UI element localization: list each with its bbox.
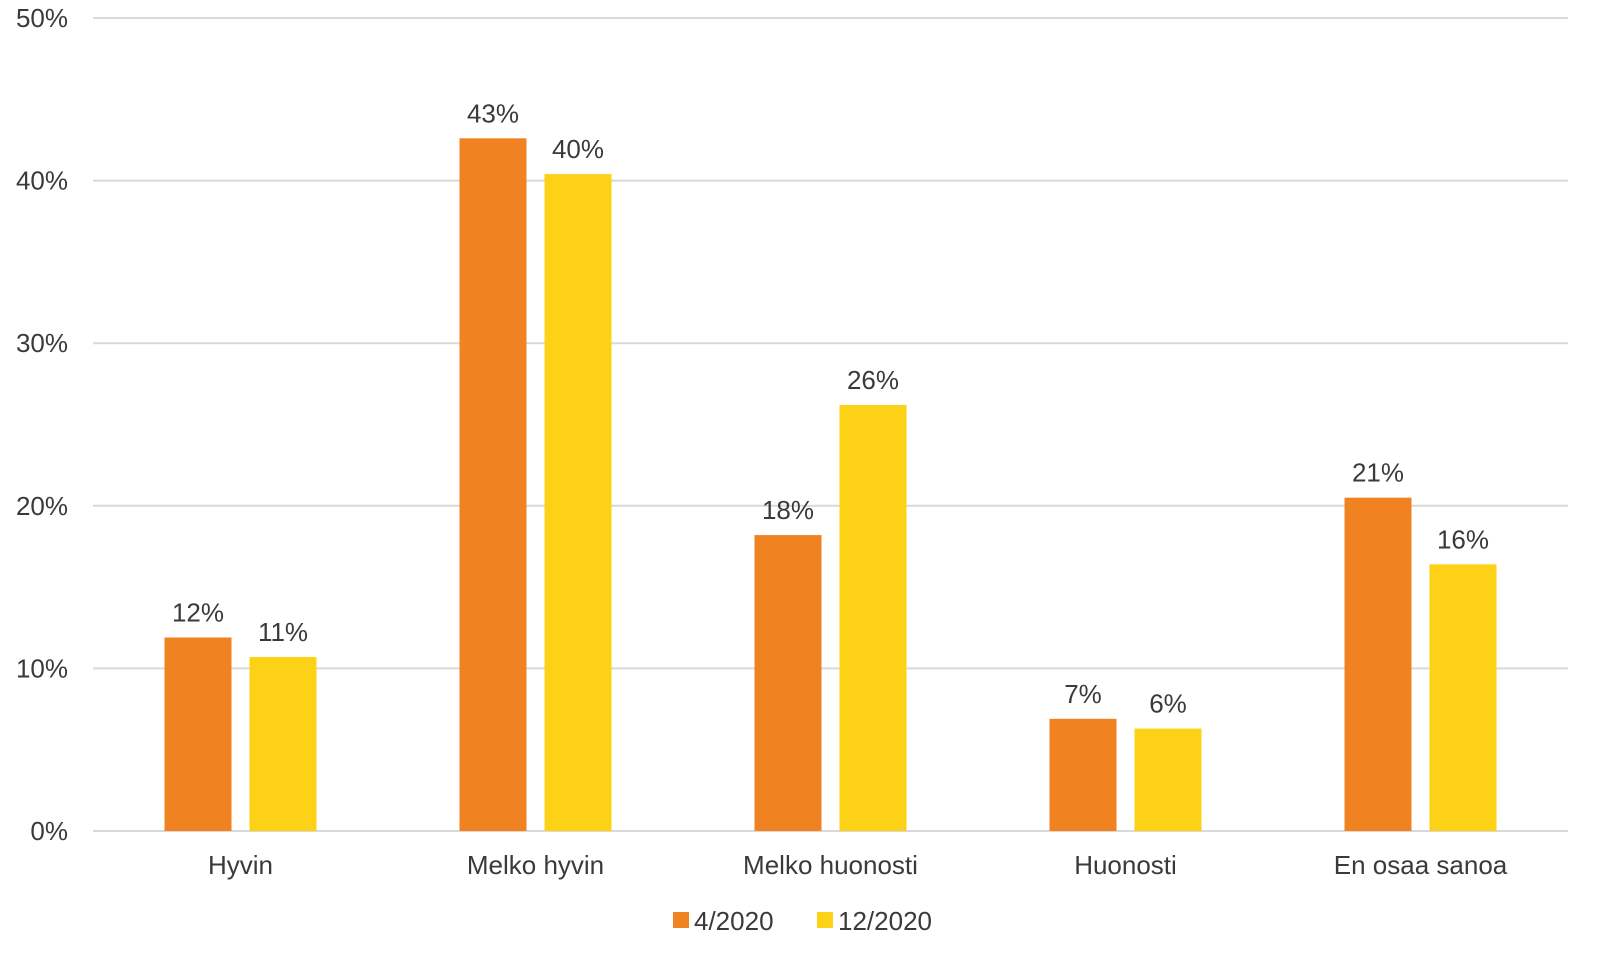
legend: 4/2020 12/2020 — [673, 906, 932, 936]
y-tick-label: 50% — [16, 3, 68, 33]
legend-swatch — [817, 912, 833, 928]
category-label: Huonosti — [1074, 850, 1177, 880]
data-label: 43% — [467, 98, 519, 128]
data-label: 16% — [1437, 524, 1489, 554]
y-tick-label: 0% — [30, 816, 68, 846]
legend-label: 12/2020 — [838, 906, 932, 936]
data-label: 6% — [1149, 689, 1187, 719]
y-tick-label: 10% — [16, 653, 68, 683]
y-tick-label: 40% — [16, 166, 68, 196]
data-label: 11% — [258, 617, 308, 647]
legend-swatch — [673, 912, 689, 928]
bar — [249, 657, 317, 831]
category-label: Melko huonosti — [743, 850, 918, 880]
data-labels: 12% 11% 43% 40% 18% 26% 7% 6% 21% 16% — [172, 98, 1489, 718]
x-axis-categories: Hyvin Melko hyvin Melko huonosti Huonosti En… — [208, 850, 1508, 880]
bar — [1344, 497, 1412, 831]
bar — [1429, 564, 1497, 831]
gridlines — [93, 17, 1568, 832]
category-label: Hyvin — [208, 850, 273, 880]
data-label: 18% — [762, 495, 814, 525]
data-label: 40% — [552, 134, 604, 164]
category-label: Melko hyvin — [467, 850, 604, 880]
y-axis-ticks: 0% 10% 20% 30% 40% 50% — [16, 3, 68, 846]
bar — [1049, 718, 1117, 831]
y-tick-label: 20% — [16, 491, 68, 521]
bar — [1134, 728, 1202, 831]
data-label: 21% — [1352, 458, 1404, 488]
bar — [544, 174, 612, 831]
data-label: 7% — [1064, 679, 1102, 709]
data-label: 12% — [172, 598, 224, 628]
bars — [164, 138, 1497, 832]
bar — [754, 535, 822, 831]
bar — [459, 138, 527, 832]
legend-label: 4/2020 — [694, 906, 774, 936]
bar — [839, 404, 907, 831]
bar — [164, 637, 232, 831]
data-label: 26% — [847, 365, 899, 395]
y-tick-label: 30% — [16, 328, 68, 358]
category-label: En osaa sanoa — [1334, 850, 1508, 880]
